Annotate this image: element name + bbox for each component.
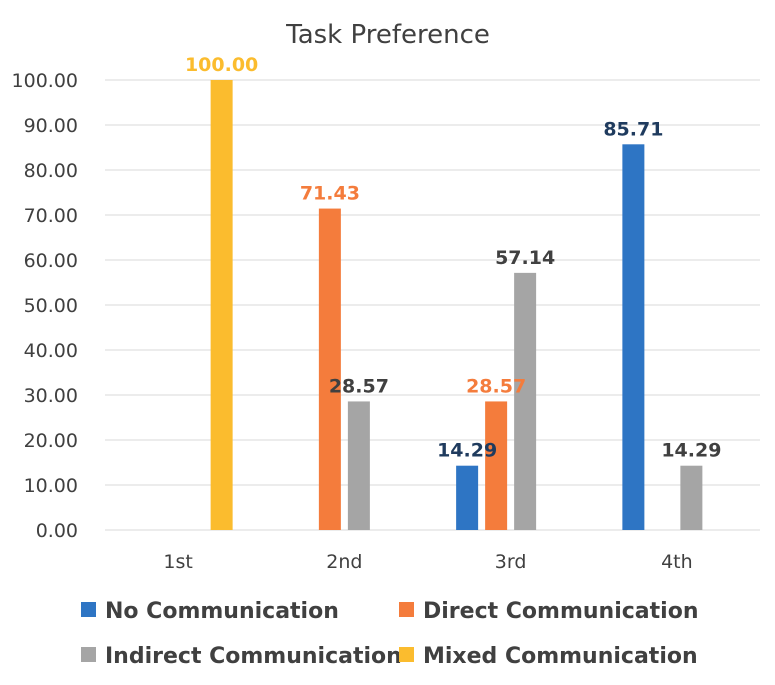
- y-tick-label: 20.00: [24, 430, 78, 452]
- chart-title: Task Preference: [285, 20, 490, 50]
- bar: [485, 401, 508, 530]
- gridlines: [105, 79, 760, 531]
- y-tick-label: 70.00: [24, 205, 78, 227]
- y-tick-label: 50.00: [24, 295, 78, 317]
- bar: [680, 465, 703, 530]
- data-label: 57.14: [495, 247, 555, 269]
- data-labels: 100.00 71.43 28.57 14.29 28.57 57.14 85.71 14.2…: [185, 54, 721, 462]
- y-tick-label: 60.00: [24, 250, 78, 272]
- data-label: 100.00: [185, 54, 258, 76]
- bar: [456, 465, 479, 530]
- legend-label: No Communication: [105, 599, 339, 624]
- legend: No Communication Direct Communication Indi…: [81, 599, 698, 669]
- legend-item: Direct Communication: [399, 599, 698, 624]
- legend-item: No Communication: [81, 599, 339, 624]
- bar: [622, 144, 645, 530]
- data-label: 28.57: [329, 375, 389, 397]
- x-tick-label: 1st: [163, 551, 192, 573]
- y-axis-ticks: 0.00 10.00 20.00 30.00 40.00 50.00 60.00 70.00 8…: [12, 70, 78, 542]
- legend-label: Mixed Communication: [423, 644, 698, 669]
- bar: [318, 208, 341, 530]
- y-tick-label: 100.00: [12, 70, 78, 92]
- legend-item: Mixed Communication: [399, 644, 698, 669]
- x-tick-label: 4th: [661, 551, 693, 573]
- legend-label: Direct Communication: [423, 599, 698, 624]
- legend-swatch: [399, 647, 414, 662]
- y-tick-label: 40.00: [24, 340, 78, 362]
- data-label: 14.29: [661, 440, 721, 462]
- data-label: 28.57: [466, 375, 526, 397]
- x-tick-label: 3rd: [495, 551, 527, 573]
- y-tick-label: 0.00: [36, 520, 78, 542]
- y-tick-label: 90.00: [24, 115, 78, 137]
- bars: [210, 80, 703, 530]
- y-tick-label: 30.00: [24, 385, 78, 407]
- legend-swatch: [81, 647, 96, 662]
- legend-swatch: [399, 602, 414, 617]
- x-axis-ticks: 1st 2nd 3rd 4th: [163, 551, 692, 573]
- legend-label: Indirect Communication: [105, 644, 402, 669]
- data-label: 14.29: [437, 440, 497, 462]
- data-label: 71.43: [300, 183, 360, 205]
- legend-item: Indirect Communication: [81, 644, 402, 669]
- bar: [210, 80, 233, 530]
- y-tick-label: 10.00: [24, 475, 78, 497]
- bar: [514, 272, 537, 530]
- bar: [347, 401, 370, 530]
- legend-swatch: [81, 602, 96, 617]
- x-tick-label: 2nd: [326, 551, 362, 573]
- y-tick-label: 80.00: [24, 160, 78, 182]
- data-label: 85.71: [603, 118, 663, 140]
